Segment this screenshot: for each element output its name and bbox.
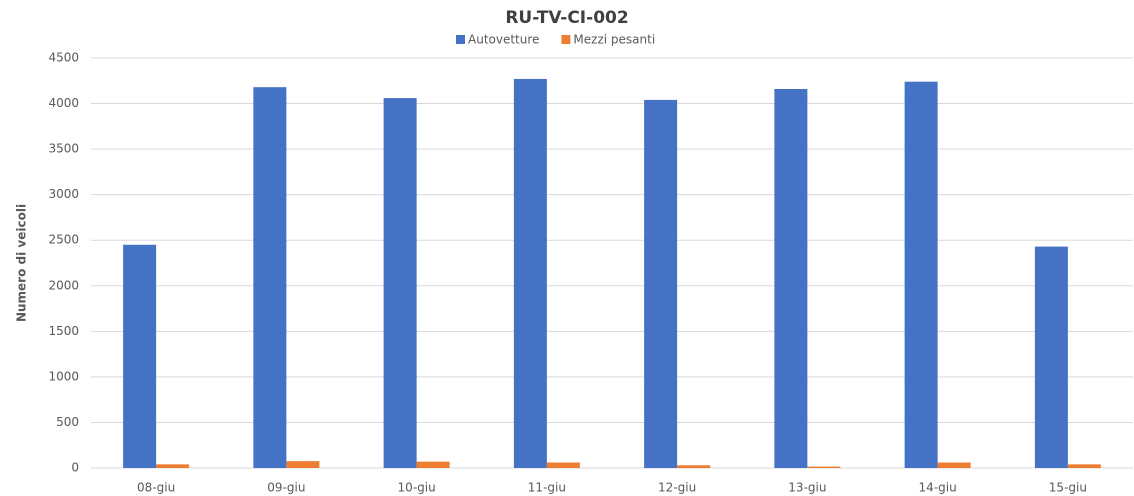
bar bbox=[1067, 464, 1101, 468]
y-tick-label: 3500 bbox=[48, 142, 79, 156]
x-tick-label: 12-giu bbox=[658, 481, 696, 495]
bar bbox=[937, 462, 971, 468]
legend-label: Autovetture bbox=[468, 33, 539, 47]
y-tick-label: 3000 bbox=[48, 187, 79, 201]
y-tick-label: 4000 bbox=[48, 96, 79, 110]
y-tick-label: 2000 bbox=[48, 278, 79, 292]
bar bbox=[416, 461, 450, 468]
legend-swatch bbox=[561, 35, 571, 44]
x-tick-label: 09-giu bbox=[267, 481, 305, 495]
legend-label: Mezzi pesanti bbox=[573, 33, 655, 47]
bar bbox=[383, 98, 417, 468]
bar bbox=[774, 88, 808, 468]
chart-title: RU-TV-CI-002 bbox=[505, 8, 628, 28]
y-tick-label: 4500 bbox=[48, 51, 79, 65]
bar bbox=[513, 78, 547, 468]
y-axis-title: Numero di veicoli bbox=[15, 204, 29, 322]
bar bbox=[123, 244, 157, 468]
bar bbox=[677, 465, 711, 468]
y-tick-label: 500 bbox=[56, 415, 79, 429]
x-tick-label: 08-giu bbox=[137, 481, 175, 495]
legend-swatch bbox=[456, 35, 465, 44]
bar bbox=[807, 466, 841, 468]
y-tick-label: 2500 bbox=[48, 233, 79, 247]
bar bbox=[904, 81, 938, 468]
bar bbox=[1034, 246, 1068, 468]
x-tick-label: 10-giu bbox=[398, 481, 436, 495]
x-tick-label: 15-giu bbox=[1049, 481, 1087, 495]
x-tick-label: 14-giu bbox=[919, 481, 957, 495]
x-tick-label: 13-giu bbox=[788, 481, 826, 495]
y-tick-label: 1000 bbox=[48, 369, 79, 383]
bar bbox=[156, 464, 190, 468]
x-tick-label: 11-giu bbox=[528, 481, 566, 495]
bar bbox=[286, 461, 320, 468]
y-tick-label: 1500 bbox=[48, 324, 79, 338]
bar bbox=[546, 462, 580, 468]
bar bbox=[253, 87, 287, 469]
bar bbox=[644, 99, 678, 469]
y-tick-label: 0 bbox=[71, 461, 79, 475]
